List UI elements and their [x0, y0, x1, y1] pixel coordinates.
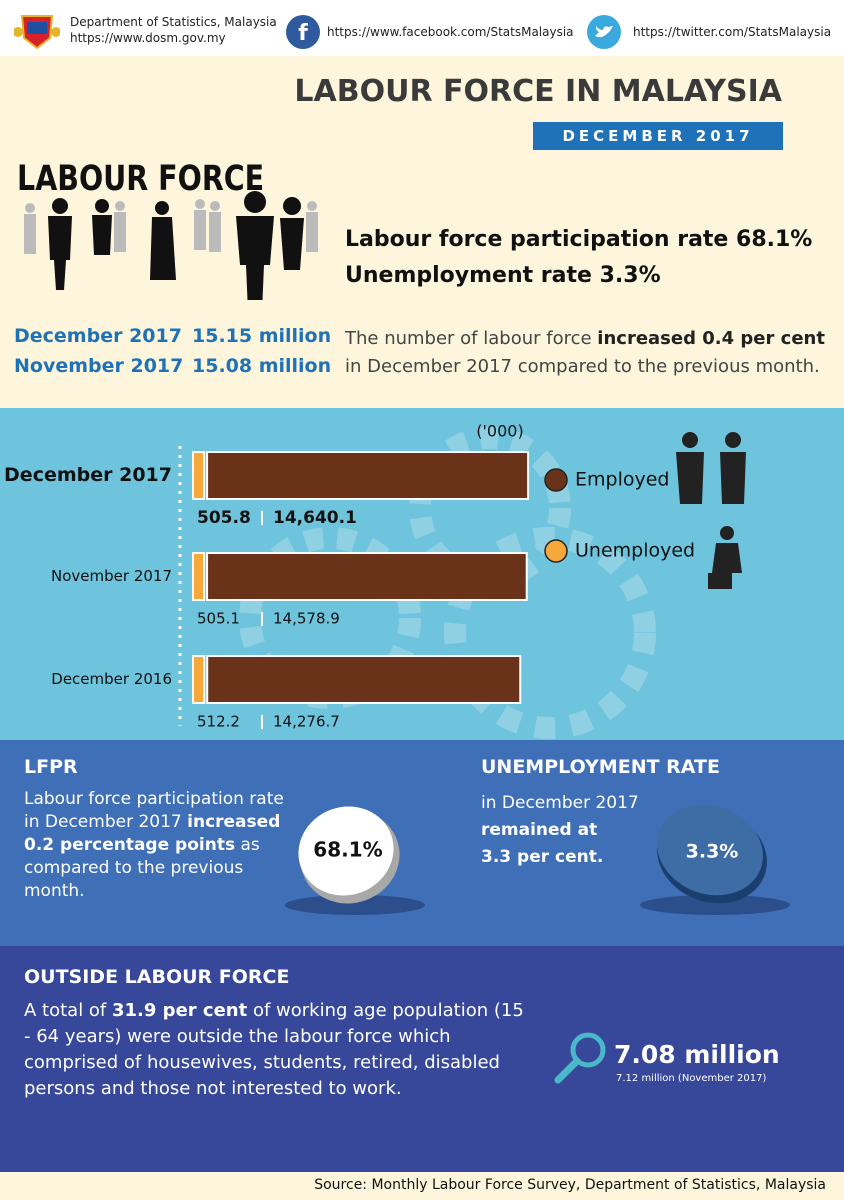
lfpr-text: Labour force participation rate in Decem…: [24, 788, 296, 903]
chart: ('000) December 2017 505.8 14,640.1 November…: [4, 422, 746, 739]
twitter-link: https://twitter.com/StatsMalaysia: [633, 25, 832, 39]
bar-employed: [206, 451, 530, 500]
unemployment-disc: 3.3%: [640, 804, 790, 915]
data-label: 14,640.1: [273, 508, 357, 528]
note-text: in December 2017 compared to the previou…: [345, 356, 820, 377]
data-label: 505.1: [197, 610, 240, 628]
search-icon: [554, 1032, 606, 1084]
lfpr-text-part: Labour force participation rate in Decem…: [24, 789, 284, 832]
period: DECEMBER 2017: [533, 122, 783, 150]
outside-value: 7.08 million: [614, 1040, 780, 1069]
bar-employed: [206, 655, 522, 704]
logo: [14, 15, 60, 50]
row-month: November 2017: [14, 355, 184, 377]
lfpr-value: 68.1%: [313, 838, 382, 862]
unemployment-value: 3.3%: [686, 841, 739, 863]
bar-employed: [206, 552, 528, 601]
chart-section: ('000) December 2017 505.8 14,640.1 November…: [0, 408, 844, 740]
outside-text: A total of 31.9 per cent of working age …: [24, 998, 529, 1102]
data-label: 14,578.9: [273, 610, 340, 628]
facebook-icon: f: [286, 15, 320, 49]
silhouettes: LABOUR FORCE: [17, 160, 318, 300]
unemployment-text: in December 2017 remained at 3.3 per cen…: [481, 790, 639, 871]
lfpr-section: LFPR Labour force participation rate in …: [0, 740, 844, 946]
outside-emphasis: 31.9 per cent: [112, 1000, 248, 1021]
legend-swatch: [544, 539, 568, 563]
source: Source: Monthly Labour Force Survey, Dep…: [314, 1177, 826, 1193]
category-label: December 2016: [51, 670, 172, 688]
data-label: 512.2: [197, 713, 240, 731]
participation-rate: Labour force participation rate 68.1%: [345, 227, 813, 252]
title: LABOUR FORCE IN MALAYSIA: [294, 74, 782, 109]
outside-text-part: A total of: [24, 1000, 112, 1021]
unit-label: ('000): [476, 422, 523, 441]
note-text: The number of labour force: [345, 328, 598, 349]
data-label: 14,276.7: [273, 713, 340, 731]
lfpr-title: LFPR: [24, 756, 78, 778]
row-value: 15.08 million: [192, 355, 332, 377]
outside-text-part: of working age population (15 - 64 years…: [24, 1000, 524, 1099]
category-label: November 2017: [51, 567, 172, 585]
outside-title: OUTSIDE LABOUR FORCE: [24, 966, 290, 988]
unemployment-line: in December 2017: [481, 793, 639, 813]
org-url: https://www.dosm.gov.my: [70, 31, 226, 45]
category-label: December 2017: [4, 464, 172, 486]
unemployment-line: remained at: [481, 820, 598, 840]
bar-unemployed: [192, 655, 206, 704]
unemployment-rate: Unemployment rate 3.3%: [345, 263, 661, 288]
bar-unemployed: [192, 552, 206, 601]
header: Department of Statistics, Malaysia https…: [0, 0, 844, 56]
note: The number of labour force increased 0.4…: [345, 325, 835, 381]
lfpr-emphasis: increased 0.2 percentage points: [24, 812, 281, 855]
worker-icons: [676, 432, 746, 589]
twitter-icon: [587, 15, 621, 49]
legend-label: Unemployed: [575, 540, 695, 562]
row-value: 15.15 million: [192, 325, 332, 347]
legend-swatch: [544, 468, 568, 492]
outside-previous: 7.12 million (November 2017): [616, 1073, 767, 1084]
data-label: 505.8: [197, 508, 251, 528]
bar-unemployed: [192, 451, 206, 500]
facebook-link: https://www.facebook.com/StatsMalaysia: [327, 25, 574, 39]
legend-label: Employed: [575, 469, 669, 491]
lfpr-disc: 68.1%: [285, 806, 425, 915]
lfpr-text-part: as compared to the previous month.: [24, 835, 260, 901]
unemployment-title: UNEMPLOYMENT RATE: [481, 756, 720, 778]
wordart: LABOUR FORCE: [17, 160, 264, 199]
org-name: Department of Statistics, Malaysia: [70, 15, 277, 29]
row-month: December 2017: [14, 325, 182, 347]
unemployment-line: 3.3 per cent.: [481, 847, 604, 867]
note-emphasis: increased 0.4 per cent: [597, 328, 825, 349]
svg-text:f: f: [298, 21, 308, 46]
outside-section: OUTSIDE LABOUR FORCE A total of 31.9 per…: [0, 946, 844, 1172]
